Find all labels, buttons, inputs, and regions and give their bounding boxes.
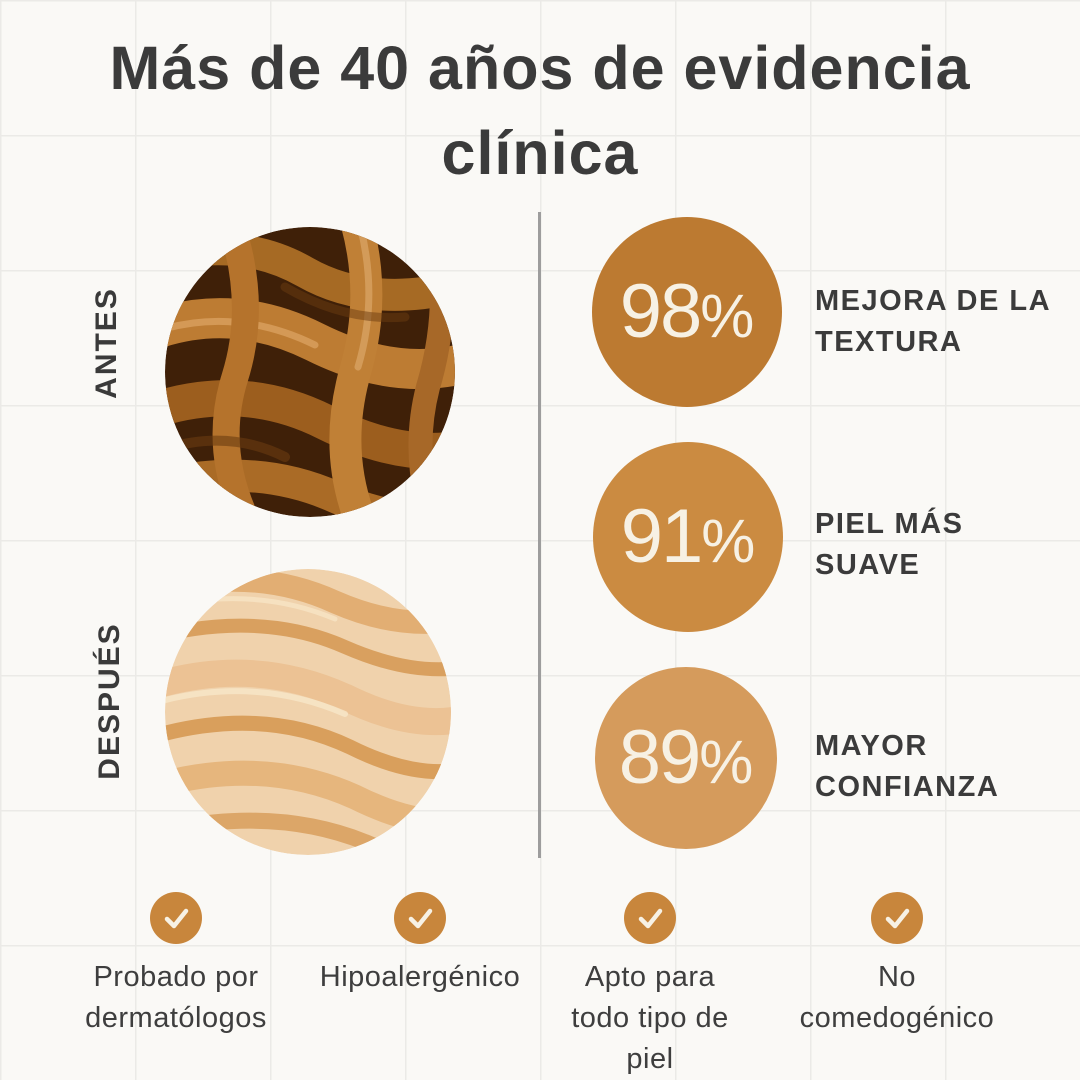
page-title: Más de 40 años de evidencia clínica [0, 26, 1080, 197]
stat-value: 91% [620, 494, 756, 579]
stat-circle-98: 98% [592, 217, 782, 407]
after-image [165, 569, 451, 855]
check-icon [394, 892, 446, 944]
stat-label-texture: MEJORA DE LA TEXTURA [815, 285, 1052, 358]
stat-value: 89% [618, 715, 754, 800]
before-label: ANTES [90, 287, 123, 399]
before-image [165, 227, 455, 517]
after-label: DESPUÉS [93, 622, 126, 780]
title-line-1: Más de 40 años de evidencia [109, 34, 971, 102]
stat-value: 98% [619, 269, 755, 354]
benefit-label: Probado por dermatólogos [85, 961, 267, 1035]
percent-sign: % [701, 507, 756, 575]
check-icon [871, 892, 923, 944]
benefit-label: Hipoalergénico [319, 961, 521, 993]
benefit-dermatologist: Probado por dermatólogos [51, 892, 301, 1039]
benefit-all-skin-types: Apto para todo tipo de piel [525, 892, 775, 1080]
check-icon [150, 892, 202, 944]
benefit-hypoallergenic: Hipoalergénico [295, 892, 545, 998]
check-icon [624, 892, 676, 944]
stat-label-confidence: MAYOR CONFIANZA [815, 730, 1000, 803]
benefit-label: No comedogénico [799, 961, 995, 1035]
stat-circle-91: 91% [593, 442, 783, 632]
stat-circle-89: 89% [595, 667, 777, 849]
stat-label-softness: PIEL MÁS SUAVE [815, 508, 964, 581]
benefit-label: Apto para todo tipo de piel [571, 961, 729, 1076]
percent-sign: % [700, 282, 755, 350]
benefit-non-comedogenic: No comedogénico [772, 892, 1022, 1039]
percent-sign: % [699, 728, 754, 796]
title-line-2: clínica [441, 119, 639, 188]
vertical-divider [538, 212, 541, 858]
